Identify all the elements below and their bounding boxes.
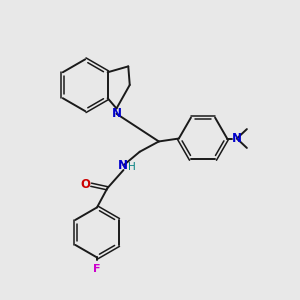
Text: F: F xyxy=(93,264,101,274)
Text: N: N xyxy=(118,159,128,172)
Text: H: H xyxy=(128,162,136,172)
Text: N: N xyxy=(232,132,242,145)
Text: O: O xyxy=(80,178,90,191)
Text: N: N xyxy=(112,107,122,120)
